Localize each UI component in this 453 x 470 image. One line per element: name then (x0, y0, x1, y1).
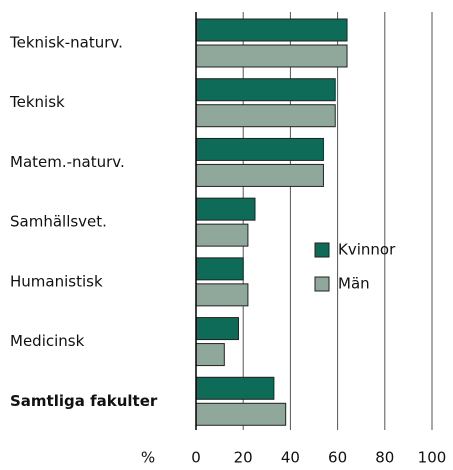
bar (195, 78, 336, 102)
x-tick-label: 100 (418, 449, 447, 467)
bar (195, 104, 336, 128)
x-tick-label: 60 (328, 449, 347, 467)
legend-label: Män (338, 275, 370, 293)
legend-label: Kvinnor (338, 241, 396, 259)
bar (195, 317, 239, 341)
bar (195, 402, 287, 426)
x-tick-label: 80 (375, 449, 394, 467)
bar (195, 343, 225, 367)
bar (195, 257, 244, 281)
category-label: Teknisk (9, 93, 65, 111)
x-axis-label: % (141, 449, 155, 467)
bar (195, 283, 249, 307)
category-label: Medicinsk (10, 332, 85, 350)
category-label: Samhällsvet. (10, 213, 107, 231)
bar (195, 376, 275, 400)
bar (195, 137, 324, 161)
category-label: Samtliga fakulter (10, 392, 158, 410)
x-tick-label: 20 (234, 449, 253, 467)
bar (195, 18, 348, 42)
bar (195, 223, 249, 247)
category-label: Humanistisk (10, 272, 103, 290)
x-tick-label: 40 (281, 449, 300, 467)
x-tick-label: 0 (191, 449, 201, 467)
category-label: Teknisk-naturv. (9, 34, 123, 52)
legend-swatch (314, 276, 330, 292)
legend-swatch (314, 242, 330, 258)
category-label: Matem.-naturv. (10, 153, 125, 171)
bar (195, 197, 256, 221)
bar (195, 44, 348, 68)
bar (195, 163, 324, 187)
